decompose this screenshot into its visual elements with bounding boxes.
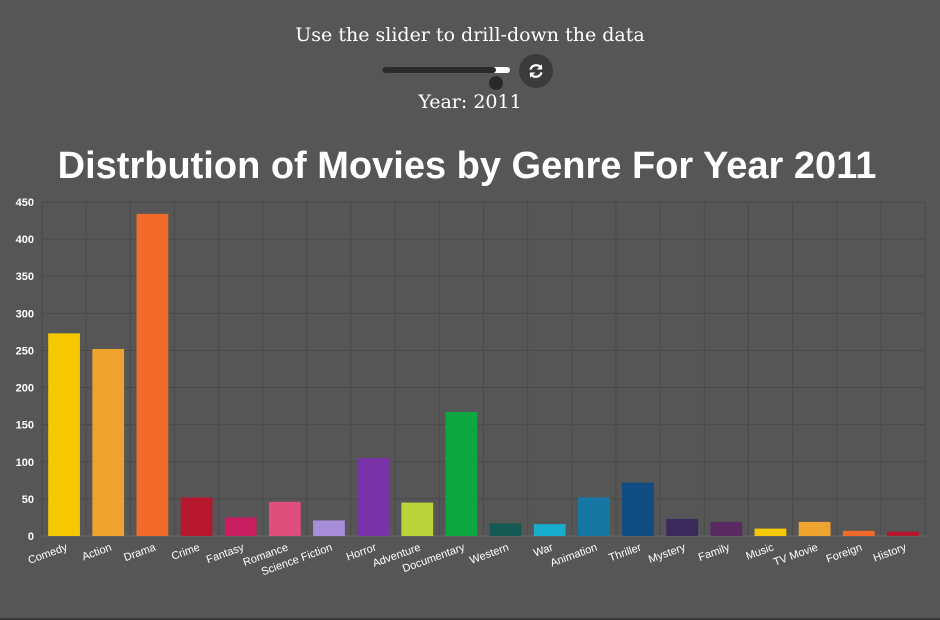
refresh-button[interactable] (519, 54, 553, 88)
year-slider[interactable] (382, 67, 510, 90)
x-tick-label: Animation (549, 542, 599, 570)
x-tick-label: Thriller (607, 541, 643, 564)
year-slider-thumb[interactable] (489, 76, 504, 90)
bar-western[interactable] (489, 523, 522, 536)
grid-lines (41, 201, 926, 537)
x-axis: Comedy Action Drama Crime FantasyRomanceScie… (26, 541, 908, 578)
bar-thriller[interactable] (622, 482, 654, 536)
y-tick-label: 150 (16, 420, 34, 432)
x-tick-label: Drama (122, 541, 158, 564)
x-tick-label: History (872, 541, 909, 564)
bars (48, 213, 919, 536)
bar-comedy[interactable] (48, 333, 80, 536)
x-tick-label: Crime (170, 542, 202, 563)
year-slider-fill (382, 67, 497, 73)
chart-title: Distrbution of Movies by Genre For Year … (58, 145, 877, 187)
bar-documentary[interactable] (445, 412, 478, 536)
y-tick-label: 100 (16, 457, 34, 469)
genre-bar-chart: Distrbution of Movies by Genre For Year … (16, 145, 926, 578)
y-tick-label: 200 (16, 383, 34, 395)
bar-history[interactable] (887, 531, 919, 536)
x-tick-label: Music (744, 541, 776, 562)
y-tick-label: 350 (16, 271, 34, 283)
bar-animation[interactable] (577, 497, 610, 536)
y-tick-label: 50 (22, 494, 34, 506)
slider-instruction: Use the slider to drill-down the data (295, 24, 645, 46)
x-tick-label: Action (80, 542, 113, 564)
x-tick-label: Mystery (647, 541, 688, 566)
bar-fantasy[interactable] (224, 517, 257, 536)
bar-music[interactable] (754, 528, 787, 536)
y-tick-label: 0 (28, 531, 34, 543)
x-tick-label: Fantasy (205, 541, 246, 566)
x-tick-label: Western (468, 542, 510, 567)
x-tick-label: Family (697, 541, 732, 564)
x-tick-label: Comedy (26, 541, 69, 566)
year-slider-row (382, 54, 554, 90)
bar-mystery[interactable] (666, 518, 699, 536)
bar-science-fiction[interactable] (313, 520, 345, 536)
refresh-icon (529, 64, 543, 78)
bar-horror[interactable] (357, 458, 390, 536)
y-tick-label: 300 (16, 308, 34, 320)
bar-tv-movie[interactable] (798, 521, 831, 536)
y-tick-label: 250 (16, 345, 34, 357)
x-tick-label: TV Movie (772, 542, 820, 569)
y-tick-label: 400 (16, 234, 34, 246)
bar-action[interactable] (92, 348, 125, 536)
bar-drama[interactable] (136, 213, 169, 536)
bar-family[interactable] (710, 521, 743, 536)
y-tick-label: 450 (16, 197, 34, 209)
bar-romance[interactable] (268, 501, 301, 536)
year-label: Year: 2011 (418, 91, 522, 113)
bar-crime[interactable] (180, 497, 213, 536)
bar-adventure[interactable] (401, 502, 434, 536)
x-tick-label: Foreign (825, 542, 864, 566)
bar-war[interactable] (533, 524, 566, 536)
bar-foreign[interactable] (842, 530, 875, 536)
